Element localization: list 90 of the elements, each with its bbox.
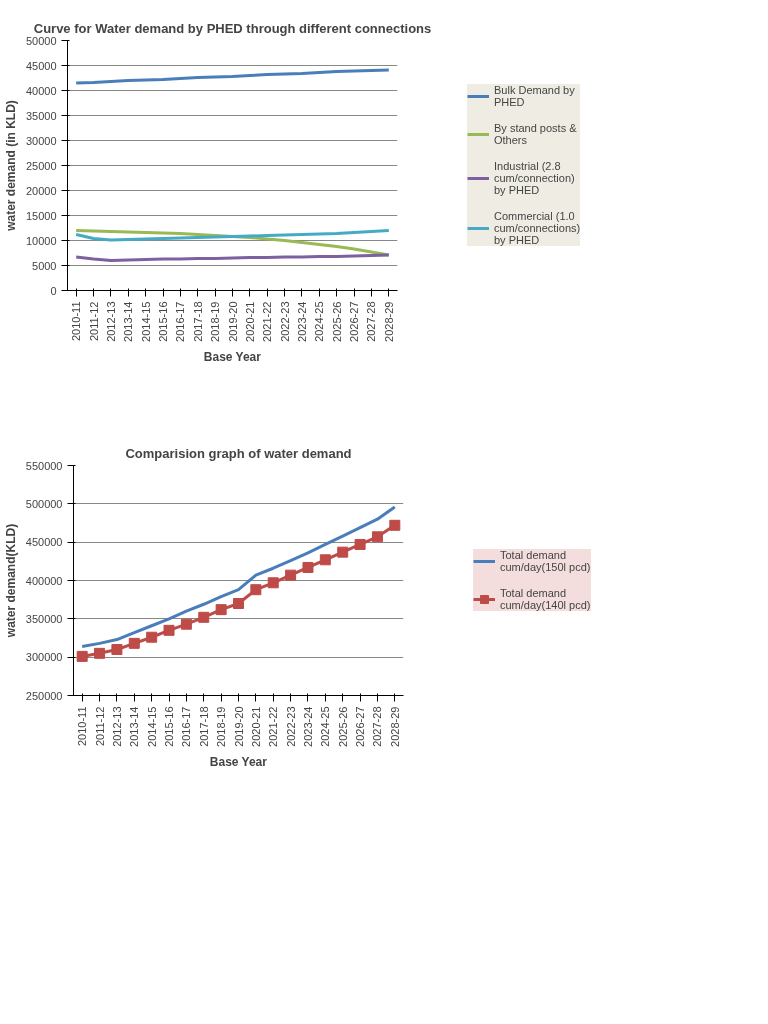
y-tick-label: 25000 xyxy=(25,159,57,172)
legend-label: Total demand cum/day(140l pcd) xyxy=(500,587,591,611)
y-tick-label: 300000 xyxy=(25,651,63,664)
x-tick-label: 2028-29 xyxy=(388,706,401,747)
x-tick-label: 2026-27 xyxy=(348,301,361,342)
y-tick-label: 40000 xyxy=(25,84,57,97)
x-tick-label: 2013-14 xyxy=(122,301,135,342)
x-tick-label: 2019-20 xyxy=(232,706,245,747)
y-tick-label: 400000 xyxy=(25,574,63,587)
x-tick-label: 2011-12 xyxy=(93,706,106,747)
x-tick-label: 2024-25 xyxy=(319,706,332,747)
x-tick-label: 2012-13 xyxy=(104,301,117,342)
point xyxy=(337,546,349,558)
line-series xyxy=(80,505,397,648)
y-tick-label: 15000 xyxy=(25,209,57,222)
y-tick-label: 35000 xyxy=(25,109,57,122)
y-tick-label: 30000 xyxy=(25,134,57,147)
legend-label: Total demand cum/day(150l pcd) xyxy=(500,549,591,573)
x-tick-label: 2022-23 xyxy=(284,706,297,747)
x-axis-title: Base Year xyxy=(209,754,268,769)
point xyxy=(354,538,366,550)
y-axis-title: water demand (in KLD) xyxy=(3,100,18,232)
point xyxy=(389,519,401,531)
x-tick-label: 2022-23 xyxy=(278,301,291,342)
x-tick-label: 2027-28 xyxy=(371,706,384,747)
x-tick-label: 2023-24 xyxy=(295,301,308,342)
x-tick-label: 2013-14 xyxy=(128,706,141,747)
x-tick-label: 2018-19 xyxy=(215,706,228,747)
y-tick-label: 0 xyxy=(50,284,57,297)
line-series xyxy=(74,229,391,242)
legend-label: Bulk Demand by PHED xyxy=(494,84,575,108)
point xyxy=(146,631,158,643)
x-tick-label: 2016-17 xyxy=(174,301,187,342)
y-tick-label: 5000 xyxy=(32,259,57,272)
point xyxy=(94,647,106,659)
x-axis-title: Base Year xyxy=(203,349,262,364)
chart-title: Comparision graph of water demand xyxy=(125,445,352,461)
y-tick-label: 45000 xyxy=(25,59,57,72)
chart-title: Curve for Water demand by PHED through different connections xyxy=(33,20,432,36)
line-series xyxy=(74,68,391,85)
point xyxy=(163,624,175,636)
y-tick-label: 350000 xyxy=(25,612,63,625)
x-tick-label: 2025-26 xyxy=(336,706,349,747)
x-tick-label: 2023-24 xyxy=(301,706,314,747)
x-tick-label: 2011-12 xyxy=(87,301,100,342)
x-tick-label: 2020-21 xyxy=(243,301,256,342)
x-tick-label: 2026-27 xyxy=(354,706,367,747)
point xyxy=(233,598,244,609)
x-tick-label: 2018-19 xyxy=(209,301,222,342)
y-axis-title: water demand(KLD) xyxy=(3,523,18,639)
x-tick-label: 2027-28 xyxy=(365,301,378,342)
y-tick-label: 50000 xyxy=(25,34,57,47)
legend-label: By stand posts & Others xyxy=(494,122,577,146)
x-tick-label: 2016-17 xyxy=(180,706,193,747)
legend-label: Industrial (2.8 cum/connection) by PHED xyxy=(494,160,575,196)
point xyxy=(371,531,383,543)
x-tick-label: 2010-11 xyxy=(70,301,83,342)
point xyxy=(285,569,297,581)
point xyxy=(267,577,279,589)
point xyxy=(250,584,262,596)
x-tick-label: 2021-22 xyxy=(267,706,280,747)
y-tick-label: 500000 xyxy=(25,497,63,510)
point xyxy=(76,650,88,662)
point xyxy=(128,637,140,649)
point xyxy=(198,611,210,623)
x-tick-label: 2021-22 xyxy=(261,301,274,342)
x-tick-label: 2015-16 xyxy=(163,706,176,747)
x-tick-label: 2015-16 xyxy=(157,301,170,342)
x-tick-label: 2010-11 xyxy=(76,706,89,747)
point xyxy=(302,561,314,573)
y-tick-label: 20000 xyxy=(25,184,57,197)
point xyxy=(319,554,331,566)
x-tick-label: 2012-13 xyxy=(110,706,123,747)
x-tick-label: 2024-25 xyxy=(313,301,326,342)
y-tick-label: 250000 xyxy=(25,689,63,702)
x-tick-label: 2019-20 xyxy=(226,301,239,342)
x-tick-label: 2014-15 xyxy=(145,706,158,747)
x-tick-label: 2017-18 xyxy=(191,301,204,342)
point xyxy=(215,604,227,616)
legend-label: Commercial (1.0 cum/connections) by PHED xyxy=(494,210,581,246)
x-tick-label: 2014-15 xyxy=(139,301,152,342)
y-tick-label: 450000 xyxy=(25,536,63,549)
x-tick-label: 2025-26 xyxy=(330,301,343,342)
y-tick-label: 550000 xyxy=(25,459,63,472)
point xyxy=(111,644,123,655)
x-tick-label: 2020-21 xyxy=(249,706,262,747)
x-tick-label: 2017-18 xyxy=(197,706,210,747)
x-tick-label: 2028-29 xyxy=(382,301,395,342)
point xyxy=(180,618,192,630)
y-tick-label: 10000 xyxy=(25,234,57,247)
